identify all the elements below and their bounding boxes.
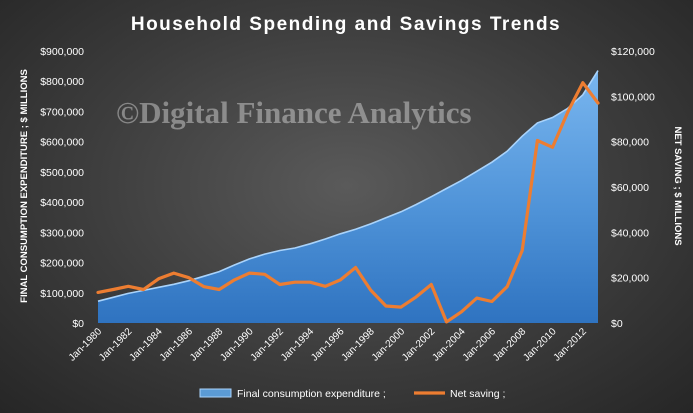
right-tick-label: $20,000	[611, 273, 649, 285]
consumption-area-edge	[97, 70, 599, 302]
legend-label-consumption: Final consumption expenditure ;	[237, 388, 386, 400]
legend: Final consumption expenditure ; Net savin…	[199, 388, 505, 400]
left-tick-label: $0	[72, 318, 84, 330]
right-tick-label: $60,000	[611, 182, 649, 194]
x-tick-label: Jan-2012	[552, 326, 590, 364]
consumption-area	[98, 70, 598, 323]
left-tick-label: $100,000	[40, 288, 84, 300]
left-tick-label: $900,000	[40, 46, 84, 58]
right-tick-label: $100,000	[611, 91, 655, 103]
right-tick-label: $80,000	[611, 137, 649, 149]
watermark-text: ©Digital Finance Analytics	[116, 95, 472, 130]
right-tick-label: $40,000	[611, 227, 649, 239]
right-tick-label: $120,000	[611, 46, 655, 58]
left-axis-ticks: $0 $100,000 $200,000 $300,000 $400,000 $500,0…	[40, 46, 84, 330]
right-axis-ticks: $0 $20,000 $40,000 $60,000 $80,000 $100,000 $1…	[611, 46, 655, 330]
legend-swatch-consumption	[199, 388, 232, 398]
left-tick-label: $200,000	[40, 258, 84, 270]
chart-title: Household Spending and Savings Trends	[131, 14, 561, 35]
left-tick-label: $800,000	[40, 76, 84, 88]
x-axis-ticks: Jan-1980Jan-1982Jan-1984Jan-1986Jan-1988…	[67, 326, 589, 364]
left-tick-label: $400,000	[40, 197, 84, 209]
area-series-layer	[97, 70, 599, 323]
left-tick-label: $700,000	[40, 106, 84, 118]
net-saving-line	[96, 81, 600, 324]
right-tick-label: $0	[611, 318, 623, 330]
left-tick-label: $500,000	[40, 167, 84, 179]
left-axis-title: FINAL CONSUMPTION EXPENDITURE ; $ MILLIO…	[19, 69, 30, 303]
right-axis-title: NET SAVING ; $ MILLIONS	[672, 126, 683, 245]
legend-label-net-saving: Net saving ;	[450, 388, 505, 400]
left-tick-label: $600,000	[40, 137, 84, 149]
left-tick-label: $300,000	[40, 227, 84, 239]
line-series-layer	[96, 81, 600, 324]
